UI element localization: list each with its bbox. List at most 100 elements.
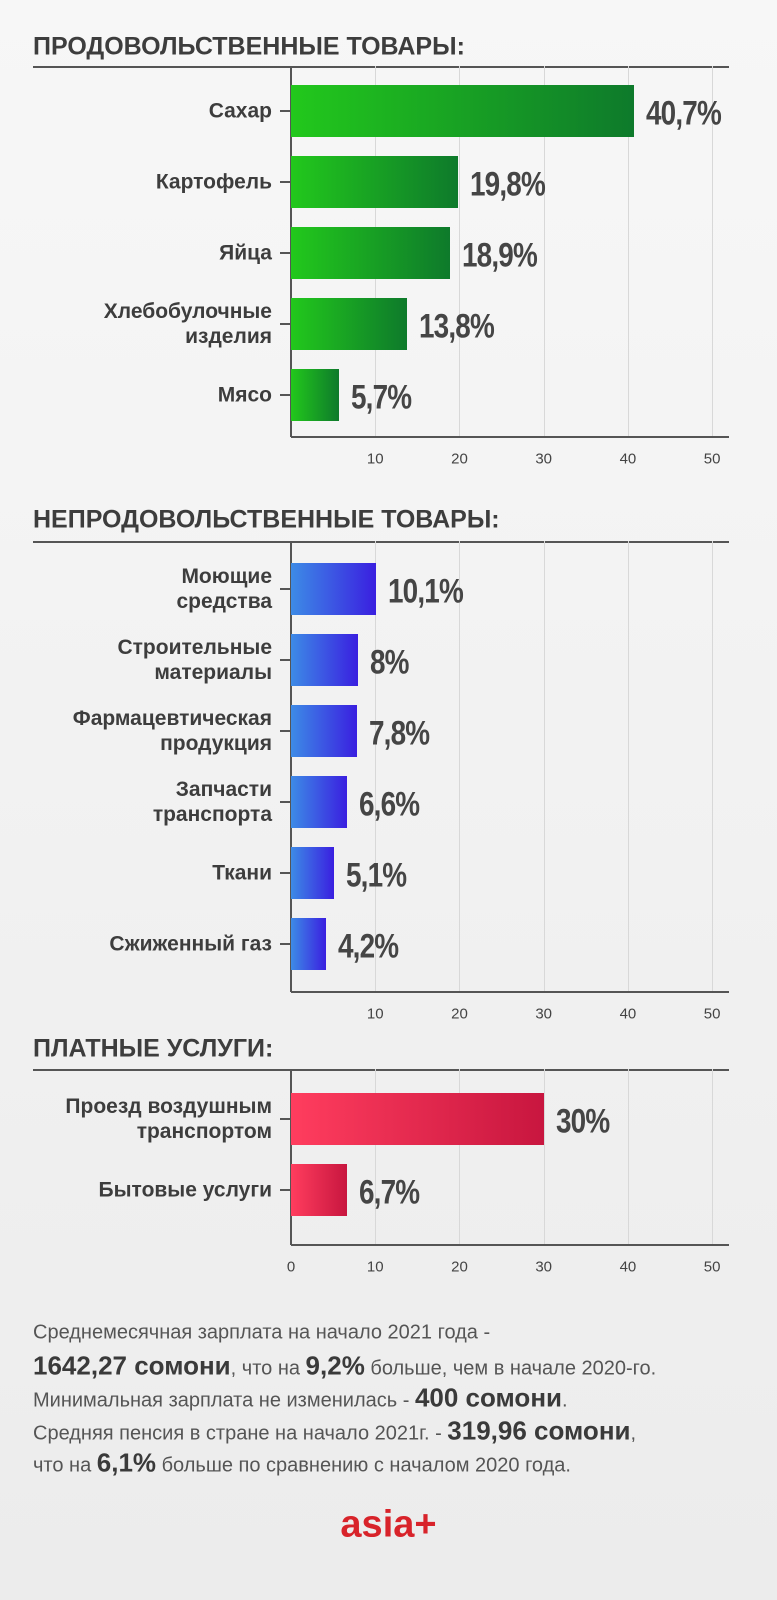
note-highlight: 9,2% <box>305 1350 365 1380</box>
x-tick-label: 10 <box>366 450 384 468</box>
note-highlight: 319,96 сомони <box>447 1415 631 1445</box>
bar <box>291 1093 544 1145</box>
grid-line <box>543 1069 545 1245</box>
chart-title: НЕПРОДОВОЛЬСТВЕННЫЕ ТОВАРЫ: <box>33 505 500 534</box>
x-tick-label: 10 <box>366 1258 384 1276</box>
note-text: , что на <box>230 1357 306 1379</box>
bar <box>291 298 408 350</box>
note-text: Средняя пенсия в стране на начало 2021г.… <box>33 1422 448 1444</box>
y-axis <box>290 1069 292 1245</box>
value-label: 40,7% <box>645 94 722 133</box>
grid-line <box>459 66 461 437</box>
note-line: 1642,27 сомони, что на 9,2% больше, чем … <box>33 1350 656 1381</box>
bar <box>291 634 359 686</box>
category-label: Хлебобулочные изделия <box>103 300 272 348</box>
note-line: что на 6,1% больше по сравнению с начало… <box>33 1448 571 1479</box>
grid-line <box>375 541 377 992</box>
value-label: 6,6% <box>358 785 420 824</box>
note-highlight: 400 сомони <box>414 1382 562 1413</box>
x-axis <box>291 991 729 993</box>
logo: asia+ <box>340 1503 437 1546</box>
x-tick-label: 30 <box>535 450 553 468</box>
x-tick-label: 0 <box>286 1258 296 1276</box>
bar <box>291 847 334 899</box>
value-label: 5,7% <box>351 378 412 417</box>
x-tick-label: 20 <box>451 450 468 468</box>
category-label: Сахар <box>208 99 272 123</box>
category-label: Проезд воздушным транспортом <box>65 1095 272 1143</box>
category-tick <box>280 801 291 803</box>
category-tick <box>280 588 291 590</box>
bar <box>291 776 347 828</box>
grid-line <box>712 66 714 437</box>
x-tick-label: 20 <box>451 1005 468 1023</box>
x-tick-label: 30 <box>535 1005 553 1023</box>
category-label: Фармацевтическая продукция <box>72 707 272 755</box>
category-tick <box>280 181 291 183</box>
bar <box>291 369 339 421</box>
x-tick-label: 50 <box>703 1005 721 1023</box>
category-label: Моющие средства <box>176 565 272 613</box>
x-tick-label: 30 <box>535 1258 553 1276</box>
value-label: 4,2% <box>338 927 399 966</box>
x-tick-label: 40 <box>619 1258 637 1276</box>
category-tick <box>280 730 291 732</box>
bar <box>291 85 634 137</box>
x-tick-label: 50 <box>703 1258 721 1276</box>
x-tick-label: 10 <box>366 1005 384 1023</box>
note-highlight: 6,1% <box>96 1447 157 1478</box>
note-text: больше по сравнению с началом 2020 года. <box>156 1454 571 1477</box>
bar <box>291 918 327 970</box>
category-tick <box>280 1189 291 1191</box>
bar <box>291 705 357 757</box>
category-tick <box>280 110 291 112</box>
grid-line <box>627 541 629 992</box>
category-tick <box>280 659 291 661</box>
value-label: 7,8% <box>368 714 430 753</box>
category-tick <box>280 1118 291 1120</box>
grid-line <box>543 66 545 437</box>
grid-line <box>543 541 545 992</box>
title-rule <box>33 1069 729 1071</box>
category-label: Сжиженный газ <box>109 932 272 956</box>
value-label: 6,7% <box>359 1173 420 1212</box>
value-label: 13,8% <box>419 307 495 346</box>
x-tick-label: 40 <box>619 1005 637 1023</box>
value-label: 10,1% <box>388 572 464 611</box>
grid-line <box>375 1069 377 1245</box>
bar <box>291 1164 348 1216</box>
x-axis <box>291 436 729 438</box>
note-text: больше, чем в начале 2020-го. <box>364 1357 657 1379</box>
value-label: 18,9% <box>462 236 538 275</box>
grid-line <box>712 1069 714 1245</box>
grid-line <box>459 541 461 992</box>
chart-title: ПРОДОВОЛЬСТВЕННЫЕ ТОВАРЫ: <box>33 32 465 61</box>
chart-title: ПЛАТНЫЕ УСЛУГИ: <box>33 1034 274 1063</box>
value-label: 5,1% <box>345 856 407 895</box>
category-label: Мясо <box>217 383 272 407</box>
note-line: Среднемесячная зарплата на начало 2021 г… <box>33 1322 490 1345</box>
value-label: 19,8% <box>469 165 546 204</box>
category-tick <box>280 394 291 396</box>
grid-line <box>459 1069 461 1245</box>
grid-line <box>627 66 629 437</box>
category-tick <box>280 872 291 874</box>
category-label: Запчасти транспорта <box>152 778 272 826</box>
note-line: Средняя пенсия в стране на начало 2021г.… <box>33 1415 636 1446</box>
note-text: что на <box>33 1454 97 1477</box>
note-text: Минимальная зарплата не изменилась - <box>33 1389 415 1412</box>
grid-line <box>627 1069 629 1245</box>
x-axis <box>291 1244 729 1246</box>
category-tick <box>280 323 291 325</box>
bar <box>291 156 458 208</box>
category-tick <box>280 943 291 945</box>
category-label: Ткани <box>212 861 272 885</box>
x-tick-label: 50 <box>703 450 721 468</box>
category-label: Бытовые услуги <box>98 1178 272 1202</box>
value-label: 8% <box>370 643 410 682</box>
bar <box>291 563 377 615</box>
category-label: Картофель <box>155 170 272 194</box>
bar <box>291 227 451 279</box>
category-label: Яйца <box>219 241 272 265</box>
